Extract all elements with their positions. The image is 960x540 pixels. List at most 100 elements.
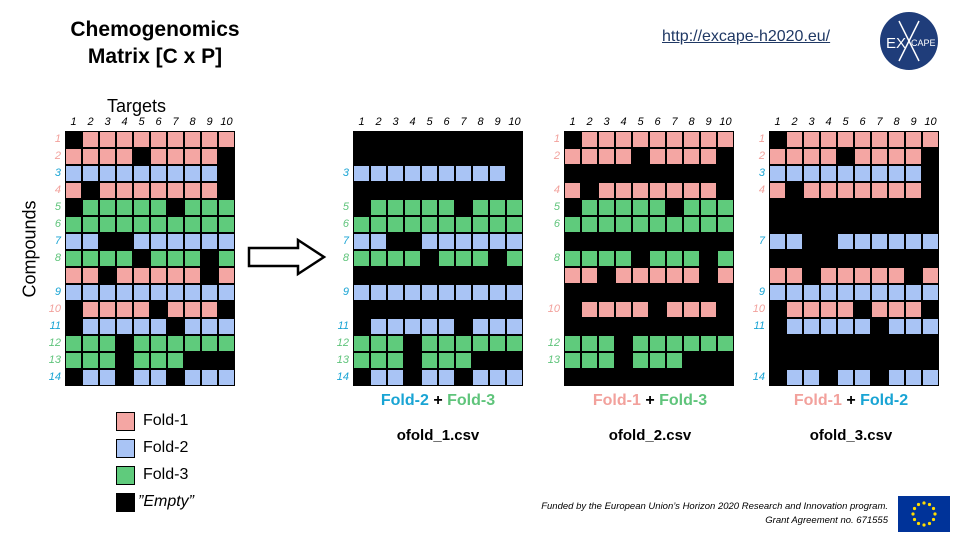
matrix-cell bbox=[65, 335, 82, 352]
matrix-cell bbox=[683, 250, 700, 267]
matrix-cell bbox=[353, 216, 370, 233]
matrix-cell bbox=[769, 182, 786, 199]
matrix-cell bbox=[786, 165, 803, 182]
matrix-cell bbox=[489, 335, 506, 352]
matrix-cell bbox=[455, 335, 472, 352]
matrix-cell bbox=[82, 199, 99, 216]
matrix-cell bbox=[387, 182, 404, 199]
matrix-cell bbox=[820, 131, 837, 148]
matrix-cell bbox=[922, 182, 939, 199]
matrix-cell bbox=[700, 318, 717, 335]
matrix-cell bbox=[922, 284, 939, 301]
matrix-cell bbox=[472, 148, 489, 165]
matrix-cell bbox=[167, 318, 184, 335]
matrix-cell bbox=[871, 318, 888, 335]
matrix-cell bbox=[218, 233, 235, 250]
matrix-cell bbox=[786, 182, 803, 199]
matrix-cell bbox=[786, 352, 803, 369]
matrix-cell bbox=[854, 267, 871, 284]
matrix-cell bbox=[489, 284, 506, 301]
matrix-cell bbox=[167, 182, 184, 199]
matrix-cell bbox=[218, 318, 235, 335]
page-title: Chemogenomics Matrix [C x P] bbox=[40, 16, 270, 70]
matrix-cell bbox=[666, 148, 683, 165]
matrix-cell bbox=[133, 165, 150, 182]
row-label: 12 bbox=[48, 337, 61, 349]
matrix-cell bbox=[184, 165, 201, 182]
matrix-cell bbox=[717, 318, 734, 335]
row-label: 3 bbox=[758, 167, 765, 179]
matrix-cell bbox=[150, 267, 167, 284]
matrix-cell bbox=[65, 199, 82, 216]
matrix-cell bbox=[700, 267, 717, 284]
matrix-cell bbox=[922, 301, 939, 318]
matrix-cell bbox=[404, 352, 421, 369]
matrix-cell bbox=[854, 182, 871, 199]
matrix-cell bbox=[82, 216, 99, 233]
matrix-cell bbox=[615, 284, 632, 301]
matrix-cell bbox=[581, 216, 598, 233]
matrix-cell bbox=[218, 284, 235, 301]
matrix-cell bbox=[99, 301, 116, 318]
matrix-cell bbox=[786, 233, 803, 250]
matrix-cell bbox=[837, 369, 854, 386]
column-label: 8 bbox=[189, 116, 196, 128]
matrix-cell bbox=[769, 131, 786, 148]
matrix-cell bbox=[387, 284, 404, 301]
matrix-cell bbox=[99, 335, 116, 352]
matrix-cell bbox=[649, 250, 666, 267]
matrix-cell bbox=[786, 199, 803, 216]
matrix-cell bbox=[99, 148, 116, 165]
matrix-cell bbox=[167, 250, 184, 267]
row-label: 9 bbox=[758, 286, 765, 298]
matrix-cell bbox=[99, 352, 116, 369]
matrix-cell bbox=[615, 369, 632, 386]
matrix-cell bbox=[683, 148, 700, 165]
matrix-cell bbox=[683, 131, 700, 148]
matrix-cell bbox=[133, 182, 150, 199]
matrix-cell bbox=[769, 216, 786, 233]
matrix-cell bbox=[82, 335, 99, 352]
matrix-cell bbox=[353, 199, 370, 216]
matrix-cell bbox=[438, 301, 455, 318]
column-label: 5 bbox=[426, 116, 433, 128]
website-link[interactable]: http://excape-h2020.eu/ bbox=[662, 28, 831, 45]
matrix-cell bbox=[506, 182, 523, 199]
column-label: 1 bbox=[358, 116, 365, 128]
matrix-cell bbox=[404, 250, 421, 267]
row-label: 4 bbox=[758, 184, 765, 196]
legend-label-fold1: Fold-1 bbox=[143, 412, 189, 429]
matrix-cell bbox=[786, 131, 803, 148]
matrix-cell bbox=[472, 165, 489, 182]
matrix-cell bbox=[82, 284, 99, 301]
matrix-cell bbox=[353, 165, 370, 182]
matrix-cell bbox=[581, 250, 598, 267]
matrix-cell bbox=[666, 216, 683, 233]
matrix-cell bbox=[421, 352, 438, 369]
matrix-cell bbox=[803, 165, 820, 182]
matrix-cell bbox=[82, 182, 99, 199]
matrix-cell bbox=[472, 267, 489, 284]
fold-caption-plus: + bbox=[428, 392, 448, 409]
matrix-cell bbox=[438, 369, 455, 386]
matrix-cell bbox=[99, 233, 116, 250]
matrix-cell bbox=[133, 233, 150, 250]
matrix-cell bbox=[564, 250, 581, 267]
matrix-cell bbox=[905, 267, 922, 284]
matrix-cell bbox=[370, 335, 387, 352]
matrix-cell bbox=[472, 284, 489, 301]
matrix-cell bbox=[82, 165, 99, 182]
matrix-cell bbox=[116, 131, 133, 148]
matrix-cell bbox=[598, 352, 615, 369]
column-label: 3 bbox=[603, 116, 610, 128]
matrix-cell bbox=[581, 284, 598, 301]
matrix-cell bbox=[404, 284, 421, 301]
matrix-cell bbox=[472, 182, 489, 199]
matrix-cell bbox=[581, 335, 598, 352]
matrix-cell bbox=[438, 267, 455, 284]
matrix-cell bbox=[438, 233, 455, 250]
matrix-cell bbox=[455, 148, 472, 165]
matrix-cell bbox=[218, 301, 235, 318]
matrix-cell bbox=[837, 284, 854, 301]
matrix-cell bbox=[649, 267, 666, 284]
